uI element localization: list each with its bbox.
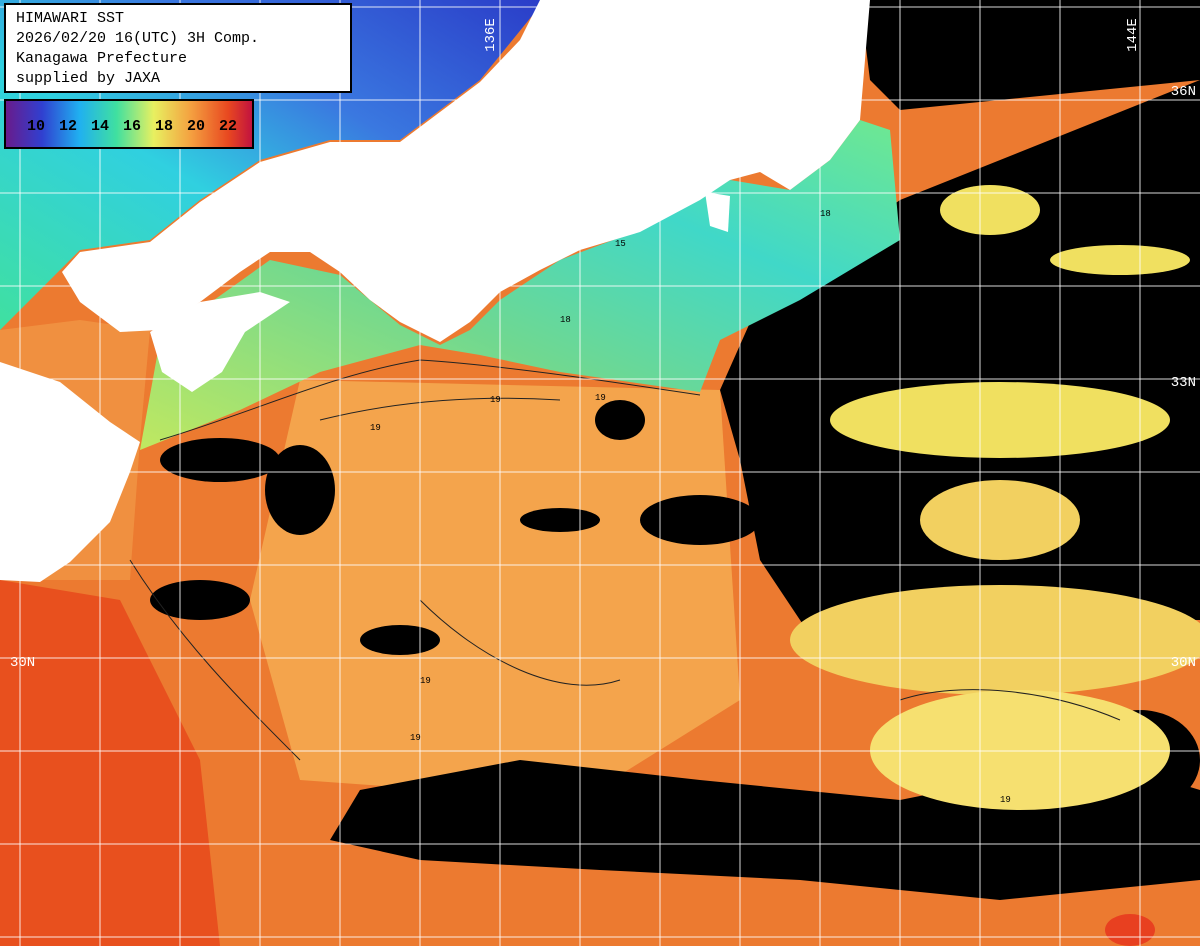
clouds [150,0,1200,900]
header-line: Kanagawa Prefecture [16,50,187,67]
contour-label: 19 [595,393,606,403]
colorbar-label: 14 [91,118,109,135]
contours [129,359,1121,761]
contour-label: 15 [615,239,626,249]
colorbar-label: 18 [155,118,173,135]
contour-label: 18 [560,315,571,325]
colorbar-label: 22 [219,118,237,135]
contour-label: 18 [820,209,831,219]
contour-label: 19 [490,395,501,405]
labels: 136E 144E 36N 33N 30N 33N 30N 19 19 18 15 18 19 19 19 1… [10,18,1196,805]
lat-label: 33N [10,375,35,391]
lon-label: 144E [1125,18,1141,52]
lat-label: 33N [1171,375,1196,391]
colorbar-label: 20 [187,118,205,135]
contour-label: 19 [370,423,381,433]
lat-label: 30N [1171,655,1196,671]
colorbar-label: 16 [123,118,141,135]
lat-label: 30N [10,655,35,671]
header-line: 2026/02/20 16(UTC) 3H Comp. [16,30,259,47]
lon-label: 136E [483,18,499,52]
colorbar-label: 10 [27,118,45,135]
colorbar-label: 12 [59,118,77,135]
lat-label: 36N [1171,84,1196,100]
warm-patches [790,185,1200,946]
header-line: HIMAWARI SST [16,10,124,27]
header-box [4,3,352,93]
contour-label: 19 [420,676,431,686]
contour-label: 19 [1000,795,1011,805]
header-line: supplied by JAXA [16,70,160,87]
colorbar [4,99,254,149]
contour-label: 19 [410,733,421,743]
